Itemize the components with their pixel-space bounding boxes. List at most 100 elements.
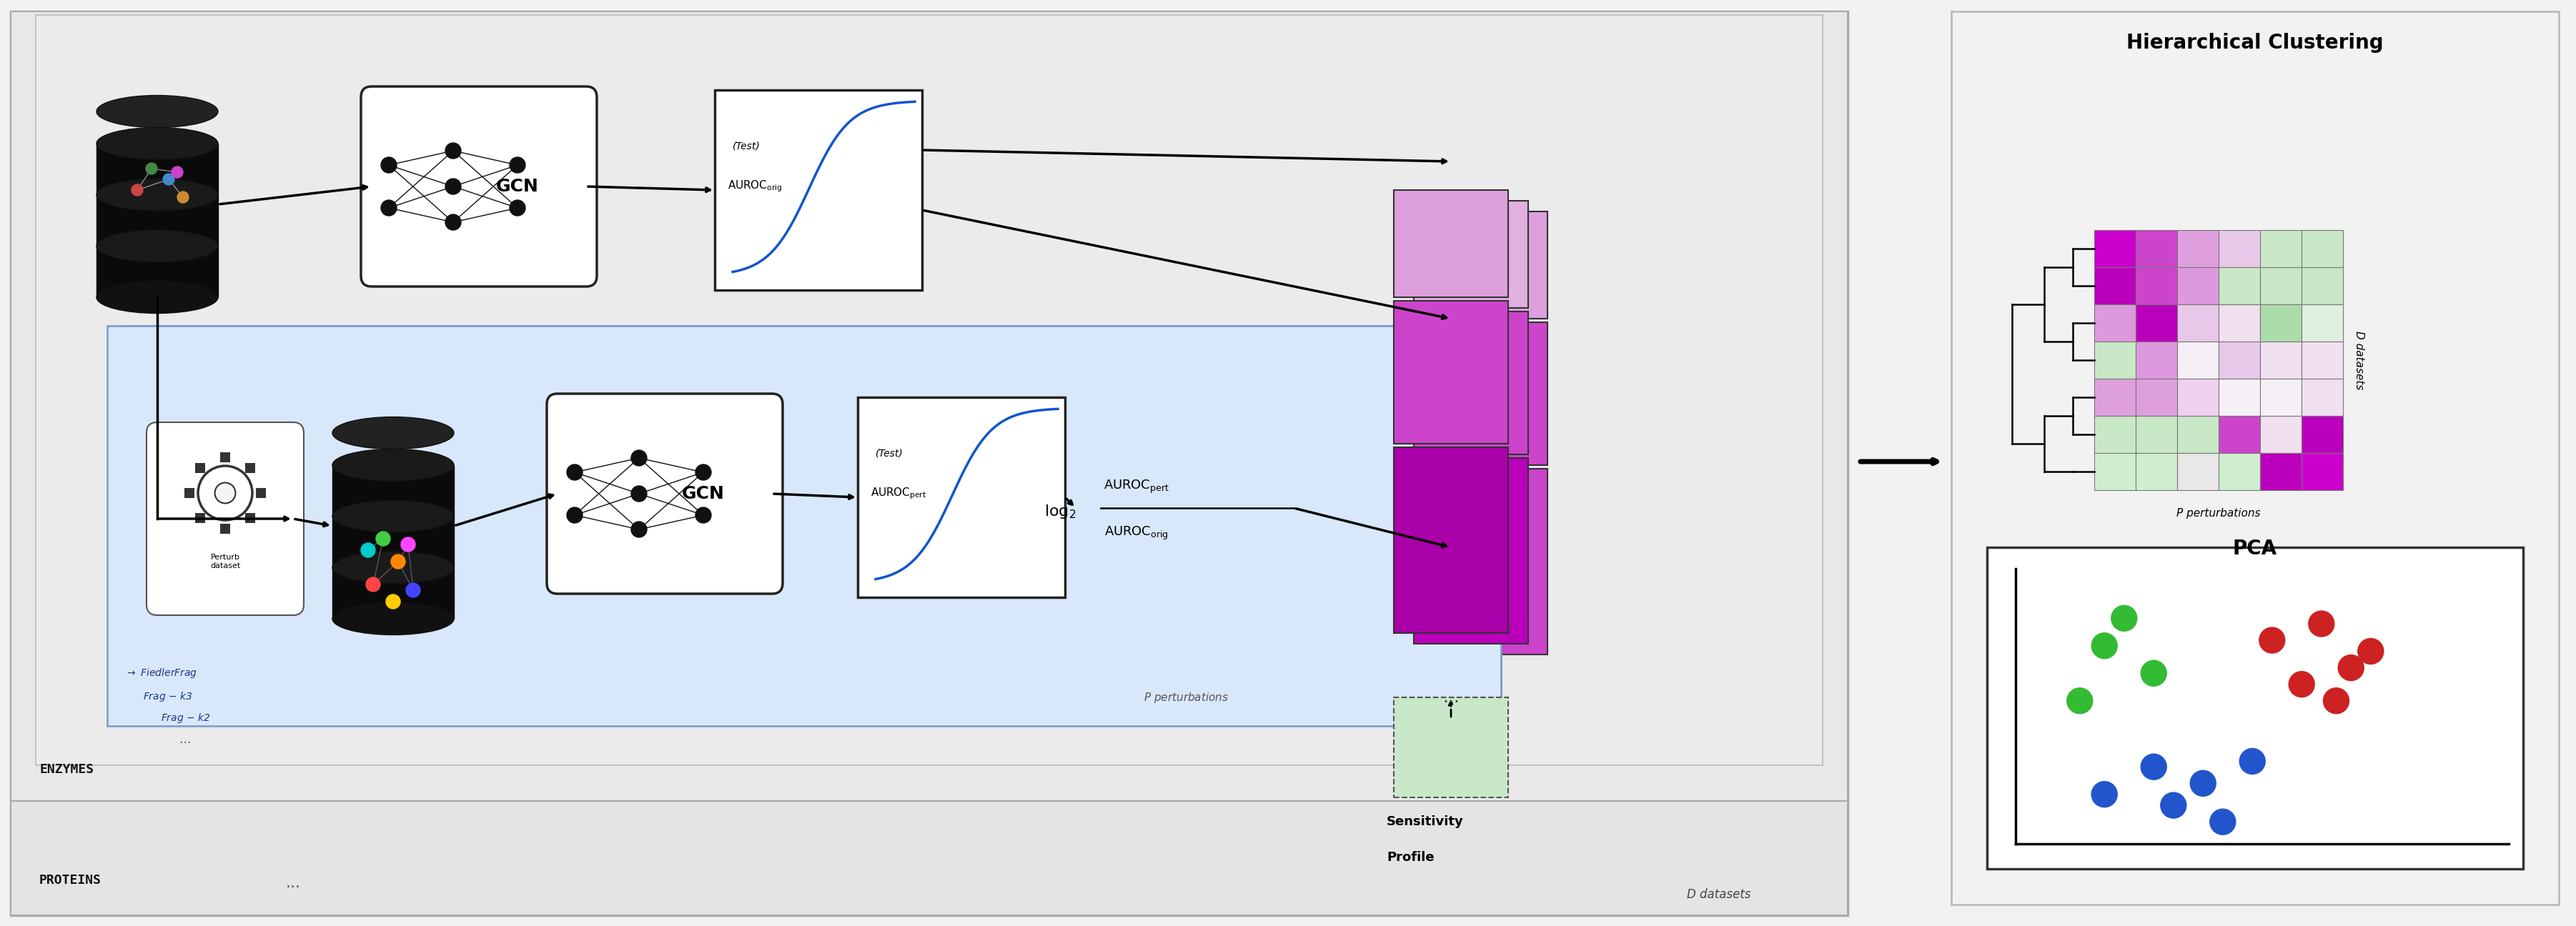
Text: ...: ... xyxy=(1443,689,1458,706)
Circle shape xyxy=(446,143,461,158)
Circle shape xyxy=(2308,611,2334,637)
Ellipse shape xyxy=(332,417,453,449)
Bar xyxy=(2259,453,2300,490)
Bar xyxy=(2259,268,2300,305)
Bar xyxy=(2136,230,2177,268)
Text: (Test): (Test) xyxy=(876,448,904,458)
Bar xyxy=(10,11,1847,915)
Bar xyxy=(2136,268,2177,305)
Bar xyxy=(2136,305,2177,342)
Circle shape xyxy=(402,537,415,552)
Bar xyxy=(2300,268,2342,305)
Bar xyxy=(2218,230,2259,268)
Bar xyxy=(2300,416,2342,453)
FancyBboxPatch shape xyxy=(185,488,193,498)
Circle shape xyxy=(2287,671,2313,697)
Text: PROTEINS: PROTEINS xyxy=(39,874,100,887)
Bar xyxy=(2218,342,2259,379)
Bar xyxy=(147,326,1502,714)
Bar xyxy=(2094,379,2136,416)
Bar xyxy=(2094,268,2136,305)
Bar xyxy=(332,517,453,568)
Ellipse shape xyxy=(95,128,219,159)
Bar xyxy=(2218,268,2259,305)
Bar xyxy=(1414,201,1528,308)
FancyBboxPatch shape xyxy=(361,86,598,286)
FancyBboxPatch shape xyxy=(255,488,265,498)
Bar xyxy=(2300,453,2342,490)
FancyBboxPatch shape xyxy=(546,394,783,594)
Bar xyxy=(2094,342,2136,379)
Bar xyxy=(2218,379,2259,416)
Text: ...: ... xyxy=(286,876,301,890)
Text: Frag $-$ k2: Frag $-$ k2 xyxy=(160,712,211,724)
Ellipse shape xyxy=(95,282,219,313)
Circle shape xyxy=(2092,782,2117,807)
Text: D datasets: D datasets xyxy=(1687,888,1752,901)
FancyBboxPatch shape xyxy=(147,422,304,615)
Circle shape xyxy=(2161,793,2184,819)
Circle shape xyxy=(407,583,420,597)
FancyBboxPatch shape xyxy=(219,524,229,533)
Bar xyxy=(2136,379,2177,416)
Circle shape xyxy=(2259,628,2285,653)
Circle shape xyxy=(2210,809,2236,834)
Circle shape xyxy=(510,200,526,216)
Bar xyxy=(2259,379,2300,416)
Bar xyxy=(121,326,1502,722)
Text: Frag $-$ k3: Frag $-$ k3 xyxy=(142,690,193,703)
Circle shape xyxy=(2141,660,2166,686)
Circle shape xyxy=(446,179,461,194)
Circle shape xyxy=(696,465,711,481)
Circle shape xyxy=(2141,754,2166,780)
Circle shape xyxy=(2336,655,2362,681)
Bar xyxy=(1414,458,1528,644)
Bar xyxy=(2094,453,2136,490)
Ellipse shape xyxy=(95,95,219,128)
Circle shape xyxy=(696,507,711,523)
Bar xyxy=(2094,230,2136,268)
Circle shape xyxy=(2092,632,2117,658)
Bar xyxy=(332,568,453,619)
Circle shape xyxy=(510,157,526,173)
Text: $\rightarrow$ FiedlerFrag: $\rightarrow$ FiedlerFrag xyxy=(126,667,198,680)
Bar xyxy=(2177,305,2218,342)
Circle shape xyxy=(178,192,188,203)
Bar xyxy=(1432,322,1548,465)
Text: AUROC$_{\rm orig}$: AUROC$_{\rm orig}$ xyxy=(1105,525,1170,542)
Ellipse shape xyxy=(95,230,219,262)
Bar xyxy=(2177,379,2218,416)
FancyBboxPatch shape xyxy=(196,513,206,523)
Circle shape xyxy=(631,486,647,502)
Circle shape xyxy=(147,163,157,174)
Circle shape xyxy=(631,450,647,466)
Text: Perturb
dataset: Perturb dataset xyxy=(211,554,240,569)
Circle shape xyxy=(567,507,582,523)
Ellipse shape xyxy=(332,603,453,635)
Bar xyxy=(1432,211,1548,319)
Bar xyxy=(2300,342,2342,379)
Bar xyxy=(1432,469,1548,655)
Circle shape xyxy=(2110,606,2136,632)
Bar xyxy=(1394,447,1507,633)
Text: AUROC$_{\rm orig}$: AUROC$_{\rm orig}$ xyxy=(726,179,783,194)
Bar xyxy=(2218,305,2259,342)
Circle shape xyxy=(2190,770,2215,796)
Bar xyxy=(332,465,453,517)
Circle shape xyxy=(631,521,647,537)
Circle shape xyxy=(2239,748,2264,774)
Bar xyxy=(714,90,922,290)
FancyBboxPatch shape xyxy=(219,452,229,462)
Circle shape xyxy=(131,184,142,195)
Bar xyxy=(95,246,219,297)
Text: (Test): (Test) xyxy=(732,141,760,151)
Bar xyxy=(1394,301,1507,444)
Text: Hierarchical Clustering: Hierarchical Clustering xyxy=(2125,32,2383,53)
Circle shape xyxy=(162,174,175,185)
Text: PCA: PCA xyxy=(2233,538,2277,558)
Circle shape xyxy=(2357,638,2383,664)
FancyBboxPatch shape xyxy=(245,513,255,523)
Bar xyxy=(2259,416,2300,453)
Bar xyxy=(95,194,219,246)
Circle shape xyxy=(381,157,397,173)
